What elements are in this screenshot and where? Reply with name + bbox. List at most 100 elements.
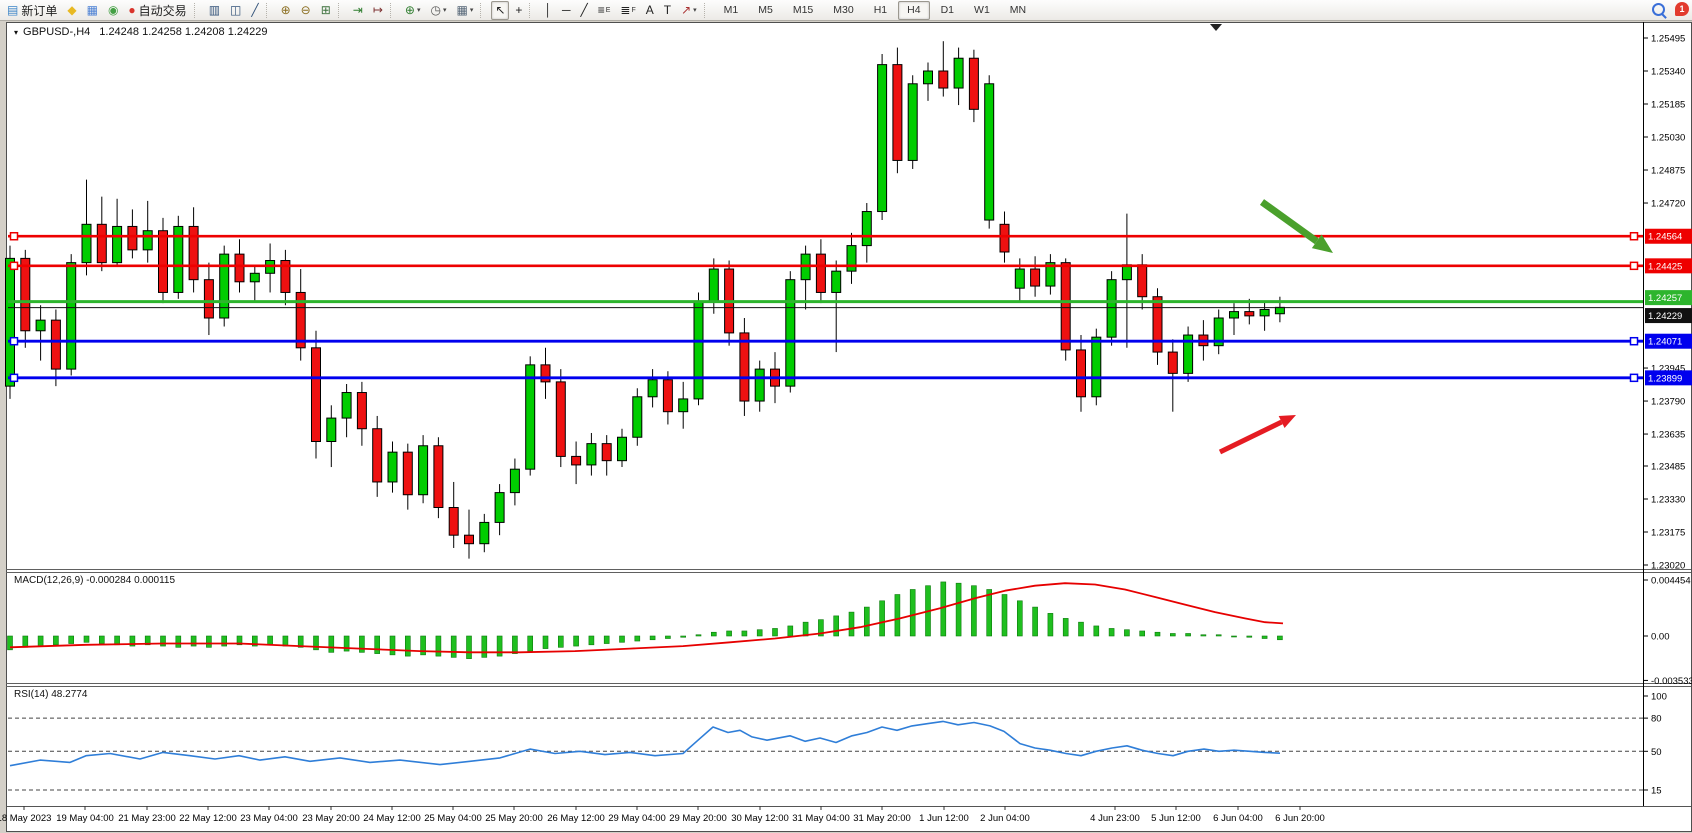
tf-m15-button[interactable]: M15 (784, 1, 822, 20)
chevron-down-icon[interactable]: ▾ (442, 7, 447, 14)
fibonacci-button[interactable]: ≣ F (616, 1, 639, 20)
auto-scroll-button[interactable]: ⇥ (349, 1, 367, 20)
tf-m5-button[interactable]: M5 (749, 1, 782, 20)
candlestick-chart-button[interactable]: ◫ (226, 1, 245, 20)
svg-text:1.25495: 1.25495 (1651, 34, 1685, 45)
bar-chart-button[interactable]: ▥ (205, 1, 224, 20)
up-trend-arrow[interactable] (1218, 419, 1283, 455)
macd-bar (909, 589, 916, 637)
notification-icon[interactable]: 1 (1675, 2, 1689, 16)
toolbar-separator (703, 2, 712, 18)
trendline-button[interactable]: ╱ (576, 1, 591, 20)
macd-bar (971, 585, 977, 637)
macd-bar (695, 634, 702, 637)
templates-button[interactable]: ▦ ▾ (453, 1, 478, 20)
market-watch-icon: ▦ (86, 2, 98, 17)
line-chart-button[interactable]: ╱ (247, 1, 262, 20)
tf-h1-button[interactable]: H1 (865, 1, 896, 20)
equidistant-channel-button[interactable]: ≡ E (594, 1, 615, 20)
search-icon[interactable] (1652, 2, 1665, 16)
tf-m30-button[interactable]: M30 (824, 1, 862, 20)
line-chart-icon: ╱ (251, 2, 259, 17)
hline-handle[interactable] (1629, 373, 1639, 383)
chevron-down-icon[interactable]: ▾ (469, 7, 474, 14)
zoom-in-button[interactable]: ⊕ (277, 1, 295, 20)
hline-handle[interactable] (9, 373, 19, 383)
crosshair-button[interactable]: + (511, 1, 526, 20)
macd-bar (68, 635, 74, 644)
candle-body (708, 268, 719, 302)
macd-bar (160, 635, 166, 647)
periods-button[interactable]: ◷ ▾ (427, 1, 451, 20)
macd-bar (1139, 630, 1145, 637)
tf-d1-button[interactable]: D1 (932, 1, 963, 20)
candle-body (1213, 317, 1224, 347)
tf-mn-button[interactable]: MN (1001, 1, 1035, 20)
candle-body (831, 270, 842, 293)
market-watch-button[interactable]: ▦ (83, 1, 102, 20)
svg-text:50: 50 (1651, 747, 1662, 758)
candle-body (617, 436, 627, 462)
price-badge (1645, 258, 1692, 274)
macd-bar (1078, 621, 1084, 637)
up-trend-arrow-head[interactable] (1278, 415, 1296, 429)
hline-handle[interactable] (1629, 231, 1639, 241)
candle-body (203, 279, 214, 319)
macd-bar (1047, 613, 1054, 637)
macd-bar (573, 635, 579, 647)
new-order-button[interactable]: ▤ 新订单 (3, 1, 61, 20)
macd-bar (879, 600, 885, 637)
text-button[interactable]: A (642, 1, 658, 20)
horizontal-line-button[interactable]: ─ (558, 1, 575, 20)
toolbar-separator (529, 2, 537, 18)
tile-windows-button[interactable]: ⊞ (317, 1, 335, 20)
hline-handle[interactable] (1629, 261, 1639, 271)
indicators-button[interactable]: ⊕ ▾ (401, 1, 425, 20)
signals-button[interactable]: ◉ (104, 1, 122, 20)
down-trend-arrow-head[interactable] (1311, 234, 1333, 253)
candle-body (647, 379, 658, 398)
chart-shift-button[interactable]: ↦ (369, 1, 387, 20)
cursor-button[interactable]: ↖ (491, 0, 510, 20)
macd-bar (940, 581, 947, 637)
vertical-line-button[interactable]: │ (540, 1, 556, 20)
candle-body (356, 392, 367, 430)
time-axis-label: 29 May 04:00 (608, 813, 666, 824)
hline-handle[interactable] (1629, 336, 1639, 346)
macd-bar (588, 635, 595, 646)
tf-d1-button-label: D1 (940, 4, 955, 16)
arrows-button[interactable]: ↗ ▾ (677, 1, 701, 20)
tf-h4-button[interactable]: H4 (898, 0, 930, 20)
chart-shift-marker[interactable] (1210, 24, 1222, 31)
hline-handle[interactable] (9, 261, 19, 271)
candle-body (341, 392, 352, 419)
autotrading-button[interactable]: ● 自动交易 (124, 1, 190, 20)
price-badge (1645, 228, 1692, 244)
candle-body (555, 381, 566, 457)
macd-bar (22, 635, 29, 648)
chart-collapse-icon[interactable]: ▾ (14, 28, 19, 37)
hline-handle[interactable] (9, 336, 19, 346)
candle-body (1091, 336, 1102, 398)
macd-bar (802, 621, 809, 637)
time-axis-label: 4 Jun 23:00 (1090, 813, 1140, 824)
tf-w1-button[interactable]: W1 (965, 1, 999, 20)
macd-bar (603, 635, 610, 644)
macd-bar (986, 589, 993, 637)
macd-bar (833, 615, 840, 637)
macd-bar (680, 635, 687, 638)
zoom-out-button[interactable]: ⊖ (297, 1, 315, 20)
candle-body (785, 279, 796, 387)
macd-bar (619, 635, 625, 643)
tf-m1-button[interactable]: M1 (715, 1, 748, 20)
text-label-button[interactable]: T (660, 1, 675, 20)
chevron-down-icon[interactable]: ▾ (693, 7, 697, 14)
hline-handle[interactable] (9, 231, 19, 241)
styles-button[interactable]: ◆ (63, 1, 80, 20)
price-badge-label: 1.24257 (1648, 293, 1682, 304)
down-trend-arrow[interactable] (1259, 199, 1319, 245)
macd-bar (389, 635, 396, 656)
chevron-down-icon[interactable]: ▾ (416, 7, 421, 14)
time-axis-label: 30 May 12:00 (731, 813, 789, 824)
candle-body (173, 225, 184, 293)
